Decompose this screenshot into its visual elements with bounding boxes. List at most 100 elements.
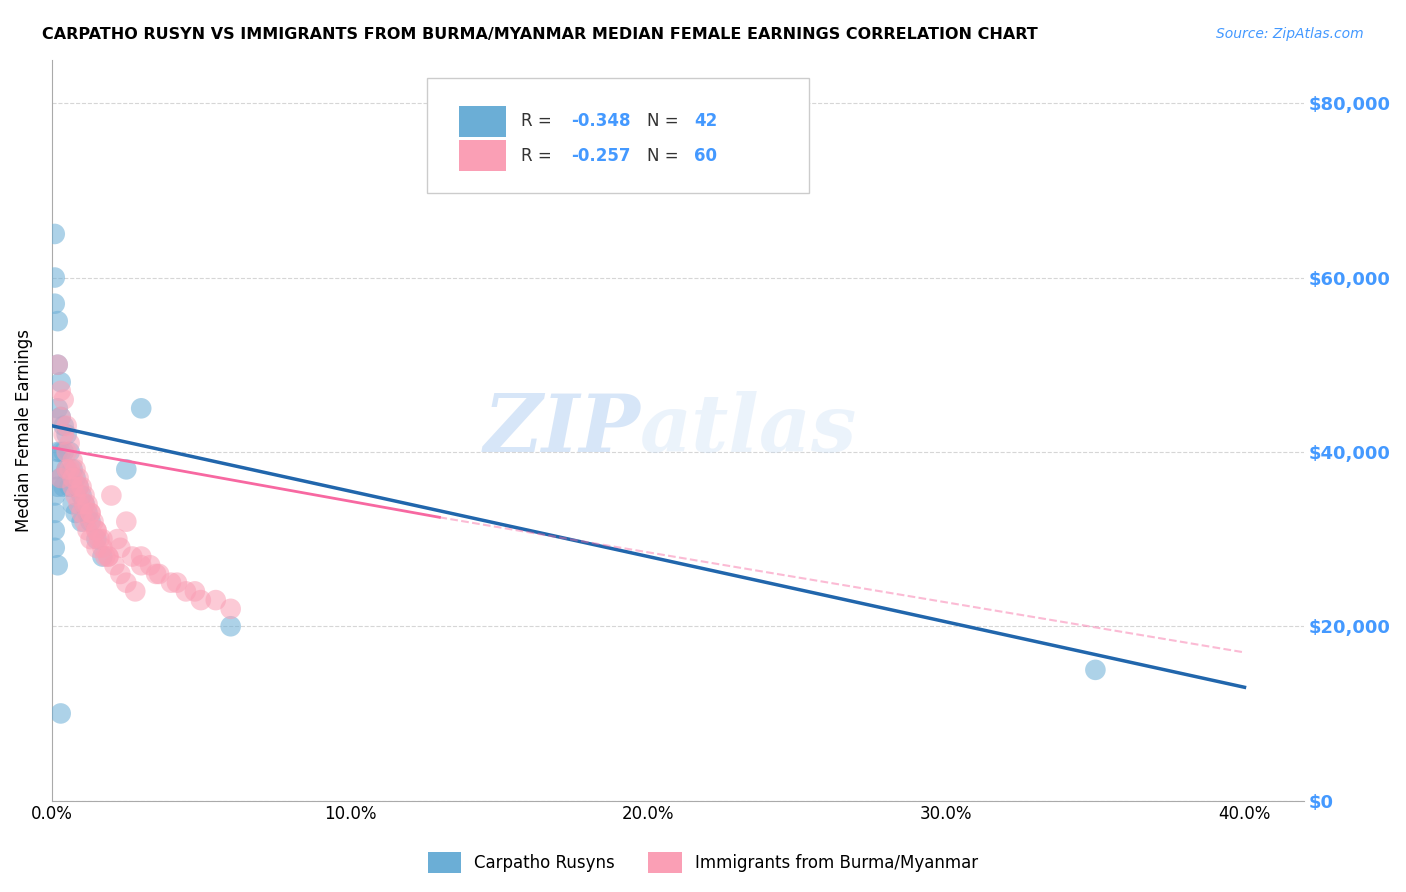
Point [55, 427, 77, 442]
Point [110, 541, 132, 555]
Point [44, 506, 66, 520]
Point [219, 619, 242, 633]
Text: N =: N = [647, 112, 683, 130]
Point [55, 445, 77, 459]
Text: ZIP: ZIP [484, 392, 640, 469]
Point [82, 515, 104, 529]
Point [89, 532, 111, 546]
Text: R =: R = [522, 112, 557, 130]
Point [100, 488, 122, 502]
Point [67, 480, 90, 494]
Point [49, 471, 72, 485]
FancyBboxPatch shape [458, 140, 506, 171]
Point [91, 541, 114, 555]
Y-axis label: Median Female Earnings: Median Female Earnings [15, 328, 32, 532]
Point [129, 401, 152, 416]
Point [148, 566, 170, 581]
Point [73, 515, 96, 529]
Point [55, 462, 77, 476]
Point [219, 602, 242, 616]
Point [62, 462, 84, 476]
Text: Source: ZipAtlas.com: Source: ZipAtlas.com [1216, 27, 1364, 41]
Point [110, 566, 132, 581]
Point [55, 418, 77, 433]
Point [67, 480, 90, 494]
Point [73, 488, 96, 502]
Point [67, 471, 90, 485]
Point [65, 462, 87, 476]
Point [67, 497, 90, 511]
Point [52, 418, 75, 433]
Point [46, 401, 69, 416]
Point [44, 488, 66, 502]
Point [59, 480, 82, 494]
Point [44, 541, 66, 555]
Point [49, 471, 72, 485]
Point [70, 488, 93, 502]
Point [46, 480, 69, 494]
Point [44, 296, 66, 310]
Point [70, 506, 93, 520]
Point [166, 575, 188, 590]
Point [52, 445, 75, 459]
Point [145, 566, 167, 581]
Text: -0.257: -0.257 [571, 147, 631, 165]
Point [105, 532, 128, 546]
Point [44, 227, 66, 241]
Point [49, 445, 72, 459]
Point [46, 445, 69, 459]
Point [49, 706, 72, 721]
Point [76, 497, 98, 511]
Text: atlas: atlas [640, 392, 858, 469]
Point [62, 471, 84, 485]
Point [73, 497, 96, 511]
Text: N =: N = [647, 147, 683, 165]
Point [86, 541, 108, 555]
Point [59, 445, 82, 459]
Point [65, 506, 87, 520]
Point [46, 314, 69, 328]
Text: 60: 60 [695, 147, 717, 165]
Point [79, 515, 101, 529]
Point [184, 584, 207, 599]
Point [46, 558, 69, 573]
Point [44, 524, 66, 538]
Point [49, 375, 72, 389]
Point [79, 532, 101, 546]
Point [46, 358, 69, 372]
Point [52, 392, 75, 407]
Point [73, 497, 96, 511]
Point [160, 575, 183, 590]
Text: CARPATHO RUSYN VS IMMIGRANTS FROM BURMA/MYANMAR MEDIAN FEMALE EARNINGS CORRELATI: CARPATHO RUSYN VS IMMIGRANTS FROM BURMA/… [42, 27, 1038, 42]
Point [97, 549, 120, 564]
Text: 42: 42 [695, 112, 717, 130]
Point [115, 515, 138, 529]
Point [86, 524, 108, 538]
Point [79, 506, 101, 520]
Point [79, 506, 101, 520]
Point [65, 488, 87, 502]
Point [91, 532, 114, 546]
Point [1084, 663, 1107, 677]
Point [70, 515, 93, 529]
Point [62, 497, 84, 511]
Point [139, 558, 162, 573]
Point [115, 462, 138, 476]
Text: -0.348: -0.348 [571, 112, 631, 130]
Point [62, 453, 84, 467]
Point [52, 427, 75, 442]
Point [124, 584, 146, 599]
Point [52, 480, 75, 494]
Point [49, 410, 72, 425]
Point [65, 471, 87, 485]
Point [62, 480, 84, 494]
Point [115, 575, 138, 590]
Point [44, 462, 66, 476]
Point [76, 506, 98, 520]
Point [190, 593, 212, 607]
Point [55, 462, 77, 476]
Point [44, 270, 66, 285]
Point [103, 558, 125, 573]
Point [46, 358, 69, 372]
Point [174, 584, 197, 599]
